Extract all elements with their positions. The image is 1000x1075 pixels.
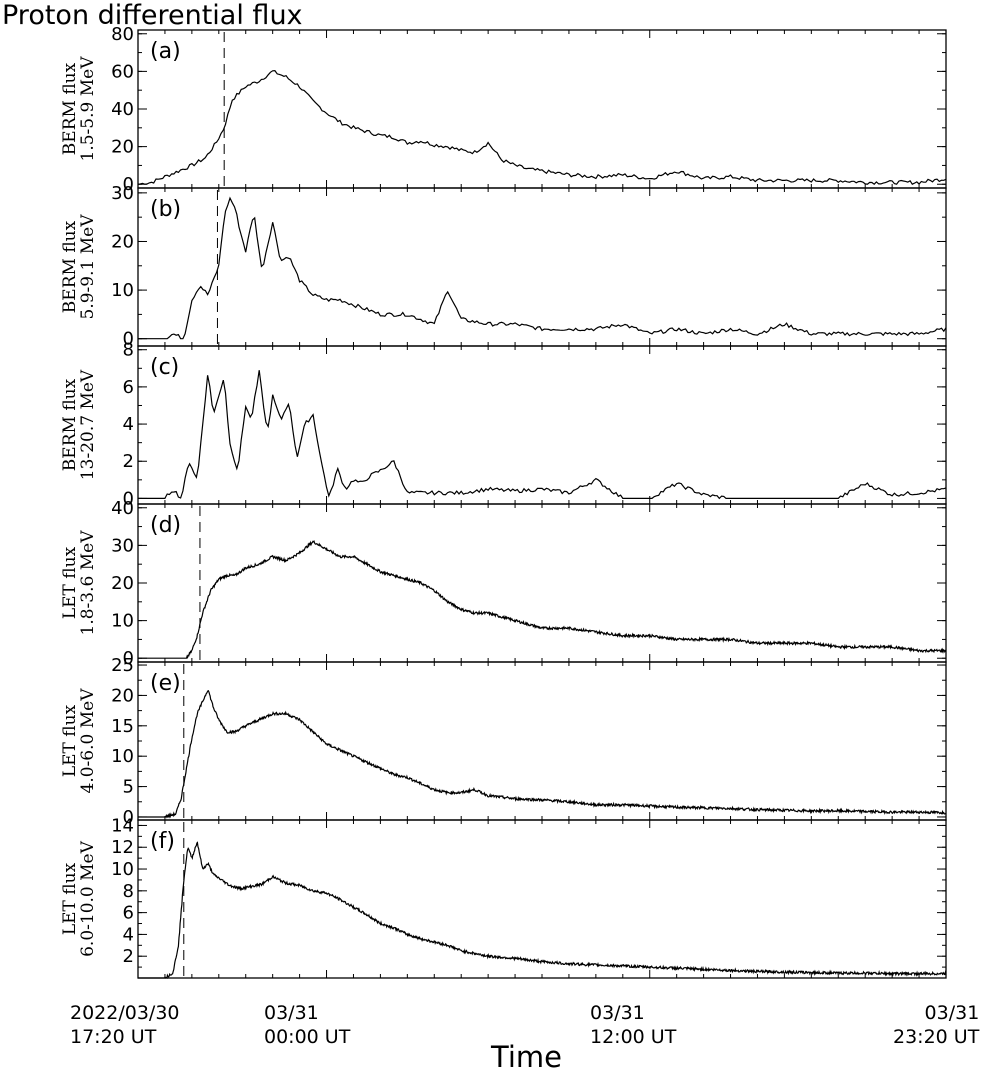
y-axis-label-line1: LET flux [60,862,80,935]
panel-frame [137,29,947,189]
x-tick-label-midnight: 03/31 00:00 UT [264,1001,350,1049]
panel-label: (b) [150,197,181,222]
x-tick-label-end: 03/31 23:20 UT [893,1001,979,1049]
y-tick-label: 5 [123,777,134,798]
y-tick-label: 20 [111,573,134,594]
x-tick-time: 00:00 UT [264,1026,351,1048]
y-tick-label: 25 [111,655,134,676]
x-tick-date: 03/31 [590,1002,645,1024]
chart-title: Proton differential flux [2,0,303,31]
panel-frame [137,503,947,663]
flux-series-line [138,539,947,659]
y-tick-label: 10 [111,280,134,301]
y-tick-label: 40 [111,498,134,519]
y-axis-label-line1: LET flux [60,546,80,619]
flux-series-line [138,690,947,819]
x-tick-date: 2022/03/30 [70,1002,180,1024]
panel-frame [137,661,947,821]
panel-label: (a) [150,39,181,64]
y-axis-label-line1: LET flux [60,704,80,777]
y-tick-label: 8 [123,881,134,902]
x-tick-time: 23:20 UT [893,1026,980,1048]
flux-series-line [138,841,947,980]
y-tick-label: 0 [123,648,134,669]
y-axis-label-line2: 1.8-3.6 MeV [78,530,98,636]
panel-frame [137,819,947,979]
panel-label: (f) [150,829,175,854]
y-tick-label: 2 [123,451,134,472]
y-axis-label-line2: 4.0-6.0 MeV [78,688,98,794]
y-tick-label: 10 [111,859,134,880]
y-axis-label-line2: 5.9-9.1 MeV [78,214,98,320]
x-tick-time: 17:20 UT [70,1026,157,1048]
y-tick-label: 40 [111,99,134,120]
panel-label: (c) [150,355,179,380]
y-tick-label: 6 [123,377,134,398]
y-tick-label: 10 [111,746,134,767]
panel-label: (d) [150,513,181,538]
panel-frame [137,345,947,505]
x-tick-label-noon: 03/31 12:00 UT [590,1001,676,1049]
flux-series-line [138,370,947,500]
y-tick-label: 6 [123,903,134,924]
y-tick-label: 20 [111,137,134,158]
y-tick-label: 20 [111,231,134,252]
y-tick-label: 0 [123,807,134,828]
y-axis-label-line2: 1.5-5.9 MeV [78,56,98,162]
y-tick-label: 8 [123,340,134,361]
y-tick-label: 15 [111,716,134,737]
y-axis-label-line2: 13-20.7 MeV [78,369,98,480]
x-tick-date: 03/31 [264,1002,319,1024]
y-axis-label-line1: BERM flux [60,220,80,313]
y-tick-label: 30 [111,183,134,204]
y-axis-label-line1: BERM flux [60,62,80,155]
y-tick-label: 30 [111,535,134,556]
y-tick-label: 2 [123,946,134,967]
y-tick-label: 80 [111,24,134,45]
y-tick-label: 4 [123,414,134,435]
y-tick-label: 12 [111,837,134,858]
y-tick-label: 0 [123,488,134,509]
y-tick-label: 4 [123,924,134,945]
flux-series-line [137,69,947,185]
y-tick-label: 60 [111,61,134,82]
y-tick-label: 0 [123,174,134,195]
flux-series-line [138,196,947,340]
x-tick-label-start: 2022/03/30 17:20 UT [70,1001,180,1049]
x-tick-time: 12:00 UT [590,1026,677,1048]
y-axis-label-line1: BERM flux [60,378,80,471]
x-tick-date: 03/31 [924,1002,980,1024]
panel-frame [137,187,947,347]
x-axis-title: Time [491,1040,562,1074]
y-tick-label: 10 [111,611,134,632]
y-axis-label-line2: 6.0-10.0 MeV [78,840,98,957]
y-tick-label: 0 [123,329,134,350]
panel-label: (e) [150,671,181,696]
y-tick-label: 20 [111,685,134,706]
y-tick-label: 14 [111,815,134,836]
